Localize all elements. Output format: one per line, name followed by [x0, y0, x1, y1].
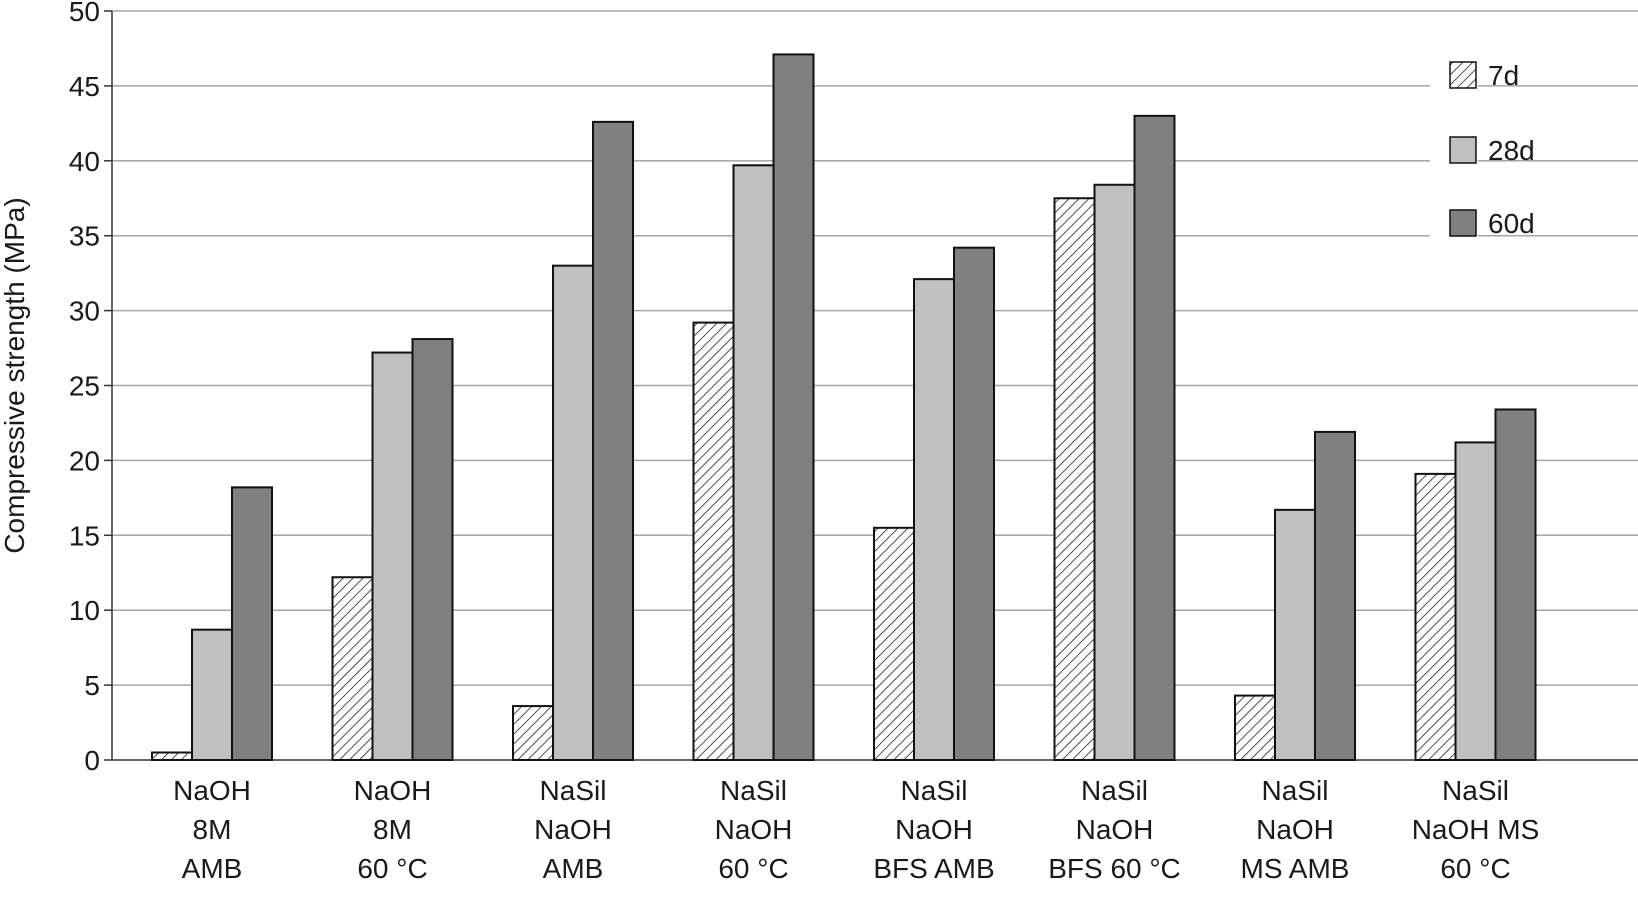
bar-28d-6: [1093, 183, 1136, 761]
bar-28d-1: [191, 628, 233, 762]
y-tick-label: 5: [84, 670, 100, 701]
x-category-label: 8M: [193, 814, 232, 845]
y-tick-label: 50: [69, 0, 100, 27]
bar-7d-5: [873, 526, 915, 761]
x-category-label: NaOH: [715, 814, 793, 845]
x-category-label: NaSil: [1081, 775, 1148, 806]
bar-60d-5: [953, 246, 995, 761]
bar-28d-7: [1274, 508, 1316, 762]
x-category-label: 60 °C: [1440, 853, 1510, 884]
category-labels: NaOH 8M AMB NaOH 8M 60 °C NaSil NaOH AMB NaSil NaO…: [173, 775, 1539, 884]
bar-7d-7: [1234, 694, 1276, 761]
x-category-label: NaSil: [901, 775, 968, 806]
x-category-label: MS AMB: [1241, 853, 1350, 884]
x-category-label: NaSil: [720, 775, 787, 806]
x-category-label: NaOH MS: [1412, 814, 1540, 845]
y-tick-label: 45: [69, 71, 100, 102]
y-tick-label: 15: [69, 520, 100, 551]
x-category-label: 60 °C: [357, 853, 427, 884]
legend: 7d 28d 60d: [1449, 60, 1535, 239]
bar-7d-4: [692, 321, 735, 761]
bar-60d-3: [592, 120, 634, 762]
legend-swatch-7d: [1449, 61, 1477, 89]
bar-60d-2: [411, 338, 454, 761]
x-category-label: AMB: [182, 853, 243, 884]
bar-60d-8: [1494, 408, 1537, 761]
y-tick-label: 35: [69, 221, 100, 252]
x-category-label: NaOH: [895, 814, 973, 845]
bar-7d-6: [1053, 197, 1096, 761]
y-tick-label: 0: [84, 745, 100, 776]
bar-60d-1: [231, 486, 273, 761]
bar-28d-5: [913, 278, 955, 761]
y-axis-title: Compressive strength (MPa): [0, 197, 30, 553]
x-category-label: BFS AMB: [873, 853, 994, 884]
x-category-label: BFS 60 °C: [1048, 853, 1181, 884]
bar-60d-6: [1133, 114, 1176, 762]
bars: [151, 53, 1537, 762]
x-category-label: NaSil: [1442, 775, 1509, 806]
legend-swatch-60d: [1449, 209, 1477, 237]
bar-28d-4: [732, 164, 775, 761]
bar-7d-2: [331, 576, 374, 762]
x-category-label: 60 °C: [718, 853, 788, 884]
bar-60d-7: [1314, 430, 1356, 761]
bar-60d-4: [772, 53, 815, 761]
legend-label-60d: 60d: [1488, 208, 1535, 239]
y-tick-label: 30: [69, 296, 100, 327]
x-category-label: NaOH: [1256, 814, 1334, 845]
bar-7d-1: [151, 751, 193, 762]
x-category-label: NaOH: [1076, 814, 1154, 845]
bar-7d-8: [1414, 472, 1457, 761]
axes: 0 5 10 15 20 25 30 35 40 45 50 Compressive strength…: [0, 0, 1638, 776]
y-tick-label: 40: [69, 146, 100, 177]
x-category-label: NaOH: [173, 775, 251, 806]
bar-28d-3: [552, 264, 594, 761]
x-category-label: AMB: [543, 853, 604, 884]
x-category-label: NaSil: [540, 775, 607, 806]
x-category-label: 8M: [373, 814, 412, 845]
y-tick-label: 20: [69, 445, 100, 476]
x-category-label: NaOH: [354, 775, 432, 806]
x-category-label: NaSil: [1262, 775, 1329, 806]
x-category-label: NaOH: [534, 814, 612, 845]
bar-7d-3: [512, 705, 554, 762]
legend-label-7d: 7d: [1488, 60, 1519, 91]
legend-swatch-28d: [1449, 136, 1477, 164]
bar-28d-2: [371, 351, 414, 761]
y-tick-label: 10: [69, 595, 100, 626]
legend-label-28d: 28d: [1488, 135, 1535, 166]
bar-28d-8: [1454, 441, 1497, 761]
y-tick-label: 25: [69, 371, 100, 402]
